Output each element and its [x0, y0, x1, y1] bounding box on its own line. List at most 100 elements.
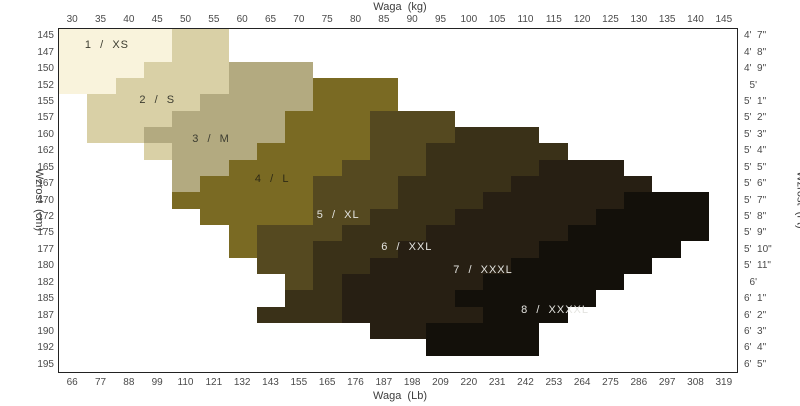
grid-cell [568, 356, 596, 372]
grid-cell [285, 127, 314, 144]
grid-cell [285, 192, 314, 209]
grid-cell [567, 257, 596, 274]
grid-cell [370, 45, 398, 61]
grid-cell [144, 339, 172, 355]
grid-cell [313, 356, 341, 372]
grid-cell [228, 61, 257, 78]
grid-cell [483, 78, 511, 94]
grid-cell [596, 94, 624, 110]
bottom-tick-lb: 286 [630, 377, 648, 388]
grid-cell [341, 192, 370, 209]
top-tick-kg: 135 [658, 14, 676, 25]
grid-cell [144, 241, 172, 257]
grid-cell [567, 159, 596, 176]
grid-cell [313, 339, 341, 355]
grid-cell [539, 323, 567, 339]
grid-cell [285, 323, 313, 339]
grid-cell [115, 110, 144, 127]
grid-cell [369, 225, 398, 242]
bottom-tick-lb: 319 [715, 377, 733, 388]
grid-cell [143, 78, 172, 95]
grid-cell [341, 306, 370, 323]
right-tick-ft: 5' 1" [744, 95, 767, 107]
grid-cell [454, 257, 483, 274]
grid-cell [398, 159, 427, 176]
grid-cell [539, 257, 568, 274]
top-tick-kg: 100 [460, 14, 478, 25]
left-tick-cm: 147 [37, 46, 54, 58]
size-region-label-6: 6 / XXL [381, 240, 433, 253]
grid-cell [342, 29, 370, 45]
grid-cell [200, 225, 228, 241]
grid-cell [624, 29, 652, 45]
grid-cell [87, 225, 115, 241]
grid-cell [539, 78, 567, 94]
left-tick-cm: 150 [37, 63, 54, 75]
bottom-tick-lb: 308 [687, 377, 704, 388]
top-tick-kg: 85 [378, 14, 390, 25]
grid-cell [454, 339, 483, 356]
grid-cell [709, 274, 737, 290]
grid-cell [398, 339, 426, 355]
grid-cell [681, 111, 709, 127]
right-tick-ft: 5' [744, 79, 758, 91]
grid-cell [398, 45, 426, 61]
grid-cell [313, 306, 342, 323]
grid-cell [285, 61, 314, 78]
grid-cell [369, 143, 398, 160]
top-tick-kg: 65 [264, 14, 277, 25]
right-tick-ft: 6' 4" [744, 342, 767, 354]
grid-cell [229, 339, 257, 355]
size-region-label-8: 8 / XXXXL [521, 303, 590, 316]
grid-cell [313, 127, 342, 144]
bottom-tick-lb: 99 [151, 377, 163, 388]
grid-cell [200, 208, 229, 225]
grid-cell [568, 45, 596, 61]
grid-cell [59, 258, 87, 274]
top-tick-kg: 60 [236, 14, 248, 25]
grid-cell [116, 241, 144, 257]
bottom-tick-lb: 77 [94, 377, 107, 388]
grid-cell [256, 241, 285, 258]
left-tick-cm: 175 [37, 227, 54, 239]
top-tick-kg: 70 [293, 14, 305, 25]
grid-cell [595, 192, 624, 209]
grid-cell [369, 306, 398, 323]
grid-cell [172, 274, 200, 290]
right-tick-ft: 4' 9" [744, 63, 767, 75]
grid-cell [59, 94, 87, 110]
grid-cell [539, 127, 567, 143]
grid-cell [285, 143, 314, 160]
top-axis-title: Waga (kg) [373, 1, 427, 13]
grid-cell [229, 323, 257, 339]
grid-cell [256, 257, 285, 274]
grid-cell [567, 290, 596, 307]
bottom-tick-lb: 231 [488, 377, 506, 388]
bottom-tick-lb: 88 [123, 377, 135, 388]
grid-cell [144, 225, 172, 241]
grid-cell [200, 192, 229, 209]
grid-cell [313, 241, 342, 258]
grid-cell [483, 45, 511, 61]
grid-cell [454, 274, 483, 291]
grid-cell [341, 127, 370, 144]
grid-cell [680, 192, 709, 209]
grid-cell [511, 176, 540, 193]
grid-cell [709, 356, 737, 372]
grid-cell [59, 192, 87, 208]
grid-cell [256, 61, 285, 78]
grid-cell [143, 94, 172, 111]
grid-cell [172, 45, 201, 62]
grid-cell [87, 258, 115, 274]
grid-cell [709, 143, 737, 159]
grid-cell [228, 208, 257, 225]
grid-cell [567, 192, 596, 209]
bottom-tick-lb: 198 [403, 377, 421, 388]
grid-cell [200, 274, 228, 290]
grid-cell [115, 45, 144, 62]
grid-cell [596, 62, 624, 78]
grid-cell [342, 356, 370, 372]
grid-cell [87, 78, 116, 95]
grid-cell [482, 225, 511, 242]
